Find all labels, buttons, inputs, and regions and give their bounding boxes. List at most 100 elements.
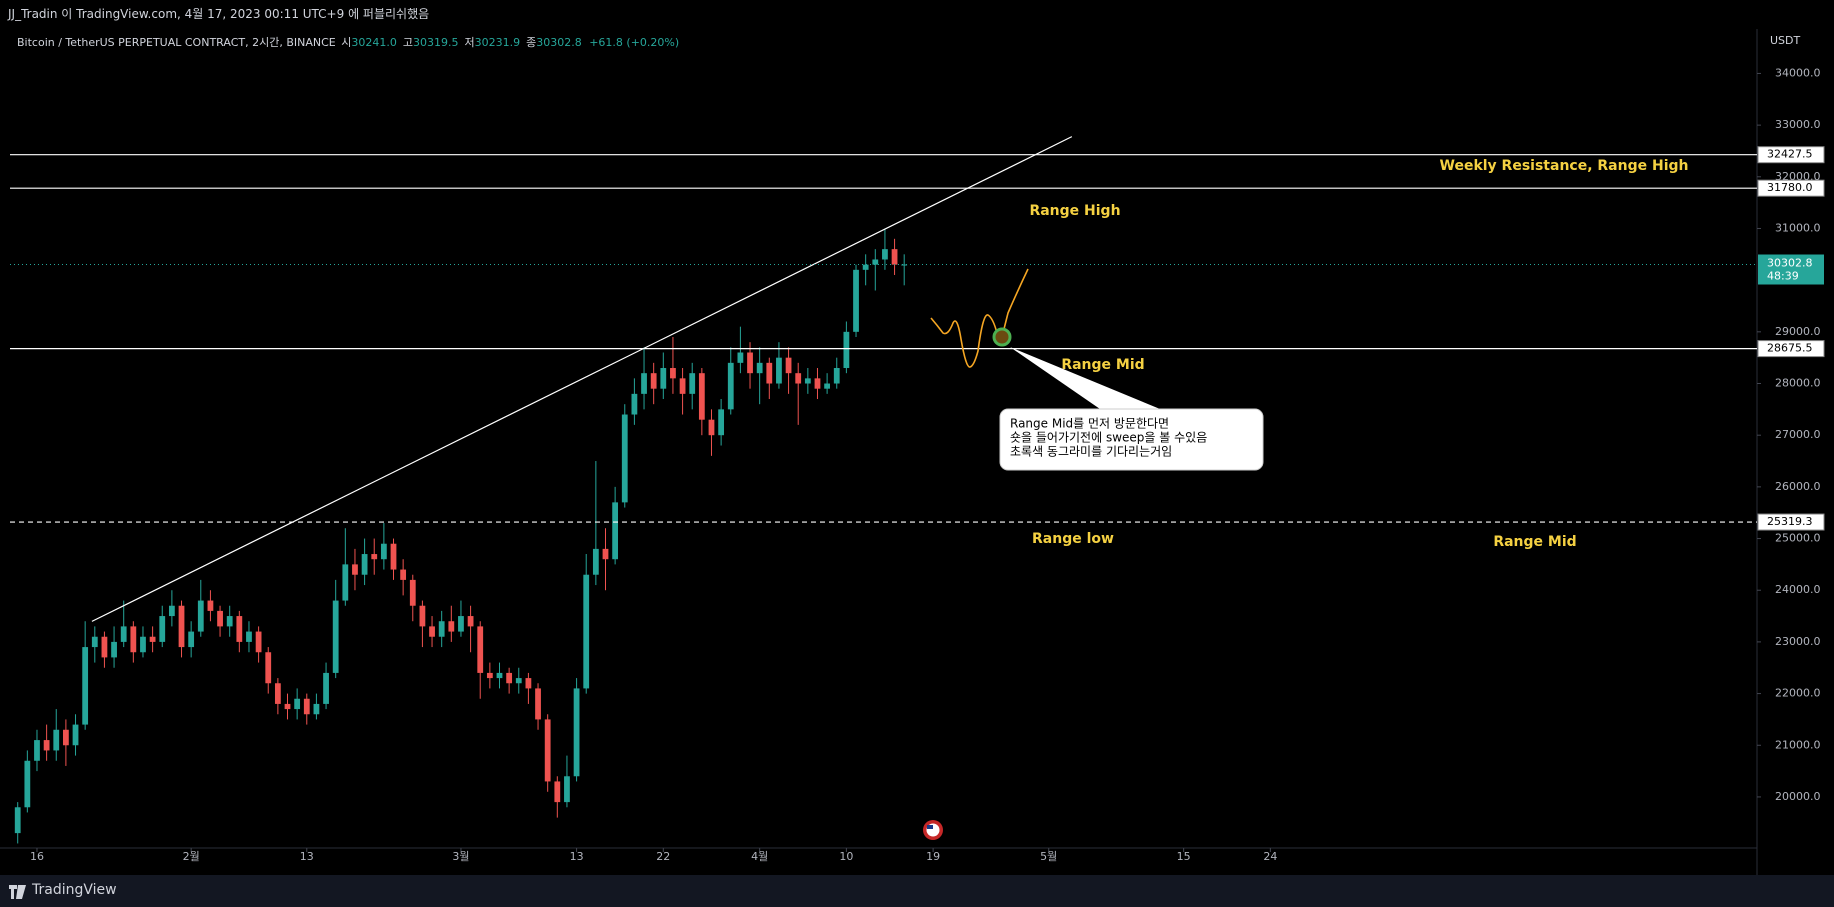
legend-symbol: Bitcoin / TetherUS PERPETUAL CONTRACT, 2… — [17, 36, 336, 49]
target-circle — [992, 327, 1012, 347]
annotation: Range High — [1029, 203, 1120, 219]
candle-body — [207, 600, 214, 611]
candle-body — [303, 698, 310, 715]
y-tick-label: 24000.0 — [1775, 583, 1821, 596]
candle-body — [323, 672, 329, 704]
candle-body — [506, 672, 513, 684]
x-tick-label: 3월 — [452, 850, 469, 863]
y-tick-label: 28000.0 — [1775, 377, 1821, 390]
candle-body — [265, 652, 272, 684]
candle-body — [544, 719, 551, 782]
candle-body — [111, 641, 117, 658]
candle-body — [467, 616, 474, 627]
projected-path — [930, 268, 1029, 368]
brand-name: TradingView — [32, 882, 117, 898]
candle-body — [496, 672, 503, 679]
trendline — [91, 136, 1073, 622]
x-tick-label: 2월 — [183, 850, 200, 863]
candle-body — [660, 368, 667, 389]
candle-body — [178, 605, 185, 648]
x-tick-label: 24 — [1263, 850, 1277, 863]
candle-body — [197, 600, 204, 632]
candle-body — [14, 807, 21, 834]
y-tick-label: 21000.0 — [1775, 738, 1821, 751]
candle-body — [140, 636, 146, 653]
x-tick-label: 4월 — [751, 850, 768, 863]
candle-body — [612, 502, 619, 560]
legend-key: 저 — [464, 36, 475, 49]
candle-body — [737, 352, 744, 363]
annotation: Weekly Resistance, Range High — [1440, 158, 1689, 174]
candle-body — [515, 678, 522, 684]
background — [0, 0, 1834, 875]
y-tick-label: 31000.0 — [1775, 221, 1821, 234]
callout-pointer — [1010, 347, 1160, 409]
candle-body — [882, 249, 888, 260]
candle-body — [592, 548, 599, 575]
current-price-label: 30302.8 — [1767, 257, 1813, 270]
candle-body — [332, 600, 339, 673]
candle-body — [486, 672, 493, 679]
candle-body — [352, 564, 358, 575]
publish-header: JJ_Tradin 이 TradingView.com, 4월 17, 2023… — [8, 7, 430, 21]
candle-body — [564, 776, 570, 803]
candle-body — [698, 373, 705, 420]
candle-body — [602, 548, 609, 560]
candle-body — [149, 636, 156, 642]
candle-body — [168, 605, 175, 617]
footer: TradingView — [0, 875, 1834, 907]
candle-body — [814, 378, 821, 389]
candle-body — [824, 383, 831, 389]
candle-body — [862, 264, 869, 270]
x-tick-label: 16 — [30, 850, 44, 863]
y-tick-label: 22000.0 — [1775, 687, 1821, 700]
candle-body — [891, 249, 898, 265]
candle-body — [72, 724, 79, 746]
y-tick-label: 23000.0 — [1775, 635, 1821, 648]
candle-body — [226, 616, 233, 627]
candle-body — [766, 362, 773, 384]
y-tick-label: 27000.0 — [1775, 428, 1821, 441]
x-tick-label: 10 — [839, 850, 853, 863]
candle-body — [872, 259, 879, 265]
x-tick-label: 5월 — [1040, 850, 1057, 863]
candle-body — [380, 543, 387, 560]
candle-body — [43, 740, 50, 751]
level-label-box — [1757, 146, 1825, 164]
chart: USDT 16 2월 13 3월 13 22 4월 10 19 5월 15 24 20000.0 2100… — [0, 0, 1834, 875]
candle-body — [804, 378, 811, 384]
candle-body — [718, 409, 725, 436]
legend-value: 30231.9 — [474, 36, 521, 49]
annotation: Range low — [1032, 531, 1114, 547]
candle-body — [573, 688, 580, 777]
candle-body — [24, 760, 31, 808]
candle-body — [689, 373, 696, 394]
candle-body — [477, 626, 484, 673]
candle-body — [670, 368, 676, 379]
candle-body — [641, 373, 647, 394]
candle-body — [727, 362, 734, 410]
candle-body — [361, 554, 368, 575]
callout-box — [999, 408, 1264, 471]
y-tick-label: 25000.0 — [1775, 532, 1821, 545]
y-tick-label: 32000.0 — [1775, 170, 1821, 183]
current-price-box — [1758, 254, 1824, 285]
level-label: 25319.3 — [1767, 515, 1813, 528]
candle-body — [554, 781, 561, 803]
annotation: Range Mid — [1061, 357, 1144, 373]
legend-key: 종 — [526, 36, 537, 49]
candle-body — [284, 703, 291, 710]
level-label-box — [1757, 340, 1825, 358]
brand-logo — [9, 885, 26, 899]
candle-body — [438, 621, 445, 637]
event-icon[interactable] — [923, 820, 943, 840]
candle-body — [400, 569, 407, 580]
candle-body — [535, 688, 541, 720]
candle-body — [274, 683, 281, 704]
candle-body — [53, 729, 60, 751]
candle-body — [246, 631, 252, 642]
legend-value: 30302.8 — [536, 36, 582, 49]
candle-body — [843, 331, 850, 369]
callout-text: Range Mid를 먼저 방문한다면 — [1010, 417, 1169, 431]
